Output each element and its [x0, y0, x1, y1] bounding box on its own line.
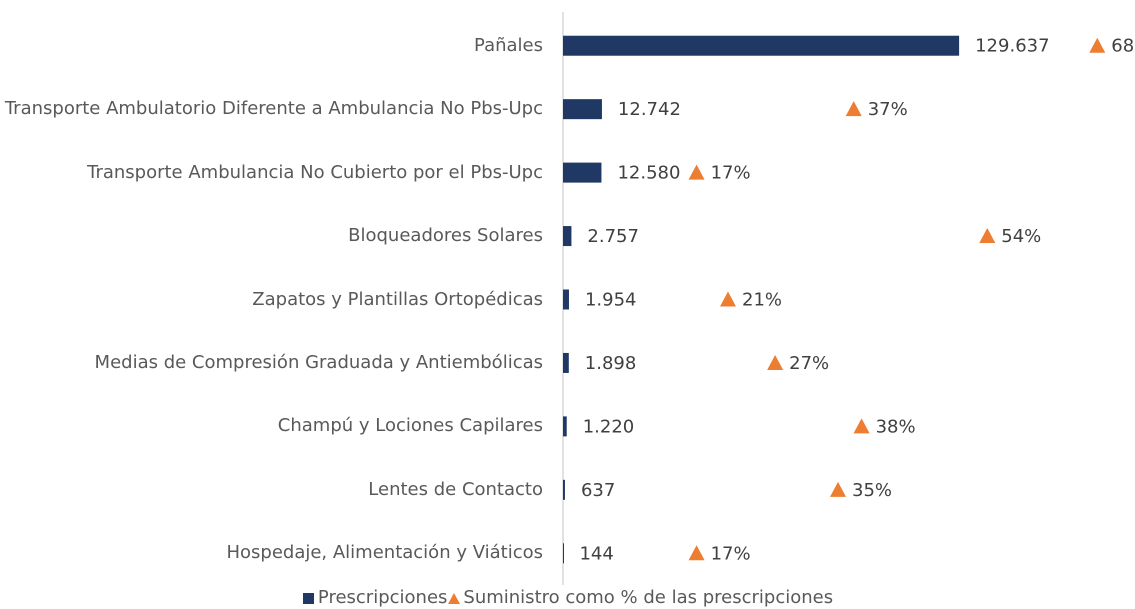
value-label: 2.757: [587, 226, 639, 247]
value-label: 12.580: [617, 163, 680, 184]
value-label: 54%: [1001, 226, 1041, 247]
marker: [688, 545, 705, 561]
value-label: 144: [579, 543, 613, 564]
category-label: Transporte Ambulancia No Cubierto por el…: [87, 161, 543, 183]
legend-swatch: [302, 593, 314, 604]
value-label: 12.742: [618, 99, 681, 120]
bar: [563, 226, 572, 247]
value-label: 68%: [1111, 36, 1135, 57]
value-label: 27%: [789, 353, 829, 374]
value-label: 1.220: [583, 416, 635, 437]
category-label-box: Pañales: [3, 35, 543, 57]
legend-marker: [302, 593, 314, 604]
bar: [563, 99, 602, 120]
value-label: 38%: [876, 416, 916, 437]
category-label-box: Transporte Ambulatorio Diferente a Ambul…: [3, 98, 543, 120]
bar: [563, 543, 564, 564]
bar: [563, 479, 565, 500]
value-label: 21%: [742, 290, 782, 311]
category-label-box: Bloqueadores Solares: [3, 225, 543, 247]
bar: [563, 162, 602, 183]
legend-label: Prescripciones: [317, 587, 448, 608]
category-label: Hospedaje, Alimentación y Viáticos: [226, 542, 543, 564]
category-label-box: Transporte Ambulancia No Cubierto por el…: [3, 162, 543, 184]
category-label-box: Medias de Compresión Graduada y Antiembó…: [3, 352, 543, 374]
marker: [845, 101, 862, 117]
marker: [853, 418, 870, 434]
category-label-box: Hospedaje, Alimentación y Viáticos: [3, 542, 543, 564]
category-label: Lentes de Contacto: [368, 478, 543, 500]
category-label-box: Lentes de Contacto: [3, 479, 543, 501]
bar: [563, 289, 569, 310]
value-label: 637: [581, 480, 615, 501]
bar: [563, 416, 567, 437]
value-label: 129.637: [975, 36, 1049, 57]
bar: [563, 352, 569, 373]
category-label: Champú y Lociones Capilares: [277, 415, 543, 437]
legend-label: Suministro como % de las prescripciones: [463, 587, 834, 608]
legend-swatch: [448, 593, 461, 604]
category-label-box: Champú y Lociones Capilares: [3, 415, 543, 437]
marker: [979, 228, 996, 244]
marker: [767, 354, 784, 370]
category-label-box: Zapatos y Plantillas Ortopédicas: [3, 289, 543, 311]
value-label: 1.954: [585, 290, 637, 311]
value-label: 35%: [852, 480, 892, 501]
bar: [563, 35, 960, 56]
legend-marker: [448, 593, 461, 604]
value-label: 17%: [711, 543, 751, 564]
value-label: 1.898: [585, 353, 637, 374]
value-label: 37%: [868, 99, 908, 120]
marker: [720, 291, 736, 307]
category-label: Transporte Ambulatorio Diferente a Ambul…: [4, 98, 543, 120]
value-label: 17%: [711, 163, 751, 184]
category-label: Pañales: [474, 34, 543, 56]
category-label: Medias de Compresión Graduada y Antiembó…: [94, 351, 543, 373]
category-label: Bloqueadores Solares: [348, 225, 543, 247]
marker: [830, 481, 846, 497]
marker: [688, 164, 705, 180]
legend: Prescripciones Suministro como % de las p…: [0, 587, 1135, 609]
category-label: Zapatos y Plantillas Ortopédicas: [252, 288, 543, 310]
marker: [1089, 37, 1106, 53]
